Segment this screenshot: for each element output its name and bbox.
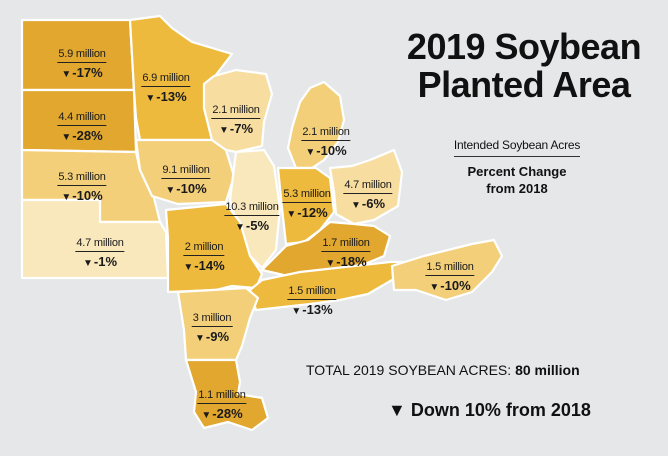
down-arrow-icon: ▼ [165,185,176,196]
acres-missouri: 2 million [183,242,225,256]
acres-north-carolina: 1.5 million [425,262,475,276]
down-arrow-icon: ▼ [218,125,229,136]
title-line-1: 2019 Soybean [406,26,642,67]
change-kentucky: -18% [336,254,367,269]
total-acres: TOTAL 2019 SOYBEAN ACRES: 80 million [306,362,580,378]
change-wisconsin: -7% [229,121,254,136]
change-minnesota: -13% [156,89,187,104]
acres-minnesota: 6.9 million [141,73,191,87]
label-louisiana: 1.1 million ▼-28% [197,386,247,421]
change-north-dakota: -17% [72,65,103,80]
down-arrow-icon: ▼ [61,69,72,80]
acres-illinois: 10.3 million [224,202,280,216]
acres-nebraska: 5.3 million [57,172,107,186]
down-arrow-icon: ▼ [234,222,245,233]
down-arrow-icon: ▼ [350,200,361,211]
change-kansas: -1% [93,254,118,269]
label-south-dakota: 4.4 million ▼-28% [57,108,107,143]
state-michigan [286,80,346,170]
total-label: TOTAL 2019 SOYBEAN ACRES: [306,362,512,378]
acres-kansas: 4.7 million [75,238,125,252]
down-arrow-icon: ▼ [201,410,212,421]
change-nebraska: -10% [72,188,103,203]
change-tennessee: -13% [302,302,333,317]
acres-kentucky: 1.7 million [321,238,371,252]
state-tennessee [248,260,420,312]
label-arkansas: 3 million ▼-9% [191,309,233,344]
down-arrow-icon: ▼ [61,132,72,143]
state-ohio [328,148,404,226]
down-arrow-icon: ▼ [183,262,194,273]
acres-indiana: 5.3 million [282,189,332,203]
state-north-carolina [390,238,504,302]
label-minnesota: 6.9 million ▼-13% [141,69,191,104]
down-arrow-icon: ▼ [61,192,72,203]
down-arrow-icon: ▼ [145,93,156,104]
down-arrow-icon: ▼ [286,209,297,220]
state-wisconsin [202,68,274,154]
change-north-carolina: -10% [440,278,471,293]
down-arrow-icon: ▼ [82,258,93,269]
state-arkansas [176,286,260,362]
label-ohio: 4.7 million ▼-6% [343,176,393,211]
label-kansas: 4.7 million ▼-1% [75,234,125,269]
down-arrow-icon: ▼ [291,306,302,317]
state-kansas [20,198,170,280]
title-line-2: Planted Area [417,64,631,105]
acres-ohio: 4.7 million [343,180,393,194]
label-tennessee: 1.5 million ▼-13% [287,282,337,317]
acres-tennessee: 1.5 million [287,286,337,300]
label-indiana: 5.3 million ▼-12% [282,185,332,220]
acres-michigan: 2.1 million [301,127,351,141]
change-illinois: -5% [245,218,270,233]
legend-line-3: from 2018 [486,181,548,196]
acres-louisiana: 1.1 million [197,390,247,404]
summary-text: Down 10% from 2018 [410,400,591,420]
down-arrow-icon: ▼ [429,282,440,293]
total-value: 80 million [515,362,580,378]
summary: ▼ Down 10% from 2018 [388,400,591,421]
change-arkansas: -9% [205,329,230,344]
label-wisconsin: 2.1 million ▼-7% [211,101,261,136]
legend-line-2: Percent Change [467,164,567,179]
acres-south-dakota: 4.4 million [57,112,107,126]
change-michigan: -10% [316,143,347,158]
label-iowa: 9.1 million ▼-10% [161,161,211,196]
down-arrow-icon: ▼ [194,333,205,344]
label-kentucky: 1.7 million ▼-18% [321,234,371,269]
acres-iowa: 9.1 million [161,165,211,179]
label-missouri: 2 million ▼-14% [183,238,224,273]
down-arrow-icon: ▼ [305,147,316,158]
acres-north-dakota: 5.9 million [57,49,107,63]
legend-line-1: Intended Soybean Acres [453,138,580,157]
change-indiana: -12% [297,205,328,220]
change-iowa: -10% [176,181,207,196]
change-louisiana: -28% [212,406,243,421]
change-missouri: -14% [194,258,225,273]
label-illinois: 10.3 million ▼-5% [224,198,280,233]
change-ohio: -6% [361,196,386,211]
label-north-dakota: 5.9 million ▼-17% [57,45,107,80]
label-michigan: 2.1 million ▼-10% [301,123,351,158]
down-arrow-icon: ▼ [325,258,336,269]
label-nebraska: 5.3 million ▼-10% [57,168,107,203]
acres-arkansas: 3 million [191,313,233,327]
state-louisiana [184,358,270,432]
page-title: 2019 Soybean Planted Area [400,28,648,104]
change-south-dakota: -28% [72,128,103,143]
label-north-carolina: 1.5 million ▼-10% [425,258,475,293]
acres-wisconsin: 2.1 million [211,105,261,119]
down-arrow-icon: ▼ [388,400,406,420]
legend: Intended Soybean Acres Percent Change fr… [442,136,592,197]
